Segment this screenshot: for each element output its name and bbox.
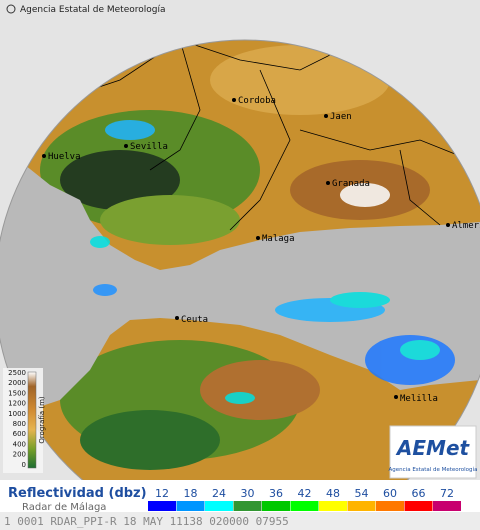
reflectivity-level: 24 <box>212 487 226 500</box>
city-label: Jaen <box>330 112 352 122</box>
city-label: Malaga <box>262 234 295 244</box>
orography-level: 600 <box>13 430 26 438</box>
reflectivity-swatch <box>233 501 262 511</box>
reflectivity-level: 66 <box>412 487 426 500</box>
reflectivity-swatch <box>176 501 205 511</box>
reflectivity-swatch <box>376 501 404 511</box>
orography-title: Orografía (m) <box>38 396 46 444</box>
logo-caption: Agencia Estatal de Meteorología <box>389 466 478 473</box>
reflectivity-swatch <box>319 501 347 511</box>
reflectivity-swatch <box>148 501 176 511</box>
city-label: Ceuta <box>181 315 208 325</box>
orography-level: 1500 <box>8 389 26 397</box>
orography-level: 800 <box>13 420 26 428</box>
logo-name: AEMet <box>395 436 471 460</box>
city-label: Cordoba <box>238 96 276 106</box>
city-label: Granada <box>332 179 370 189</box>
cities: Cordoba Jaen Huelva Sevilla Granada Mala… <box>42 96 480 404</box>
reflectivity-swatch <box>404 501 433 511</box>
reflectivity-level: 60 <box>383 487 397 500</box>
status-text: 1 0001 RDAR_PPI-R 18 MAY 11138 020000 07… <box>4 515 289 528</box>
reflectivity-level: 48 <box>326 487 340 500</box>
reflectivity-level: 12 <box>155 487 169 500</box>
orography-level: 1000 <box>8 410 26 418</box>
orography-level: 200 <box>13 451 26 459</box>
reflectivity-level: 18 <box>184 487 198 500</box>
radar-disc <box>0 40 480 480</box>
orography-level: 1200 <box>8 400 26 408</box>
city-label: Sevilla <box>130 142 168 152</box>
credit: Agencia Estatal de Meteorología <box>20 5 166 15</box>
logo-box <box>389 425 477 479</box>
city-label: Huelva <box>48 152 81 162</box>
reflectivity-swatch <box>347 501 376 511</box>
city-label: Almeria <box>452 221 480 231</box>
reflectivity-scale: 12 18 24 30 36 42 48 54 60 66 72 <box>148 487 461 511</box>
reflectivity-swatch <box>262 501 290 511</box>
reflectivity-level: 42 <box>298 487 312 500</box>
reflectivity-level: 54 <box>355 487 369 500</box>
reflectivity-swatch <box>433 501 461 511</box>
orography-level: 2000 <box>8 379 26 387</box>
orography-level: 0 <box>22 461 26 469</box>
reflectivity-level: 30 <box>241 487 255 500</box>
reflectivity-swatch <box>290 501 319 511</box>
radar-name: Radar de Málaga <box>22 501 106 513</box>
credit-icon <box>6 4 16 14</box>
reflectivity-swatch <box>205 501 233 511</box>
status-bar <box>0 512 480 530</box>
orography-level: 2500 <box>8 369 26 377</box>
orography-level: 400 <box>13 440 26 448</box>
reflectivity-level: 72 <box>440 487 454 500</box>
reflectivity-title: Reflectividad (dbz) <box>8 486 147 501</box>
orography-legend: Orografía (m) 25002000150012001000800600… <box>3 368 46 473</box>
city-label: Melilla <box>400 394 438 404</box>
reflectivity-level: 36 <box>269 487 283 500</box>
